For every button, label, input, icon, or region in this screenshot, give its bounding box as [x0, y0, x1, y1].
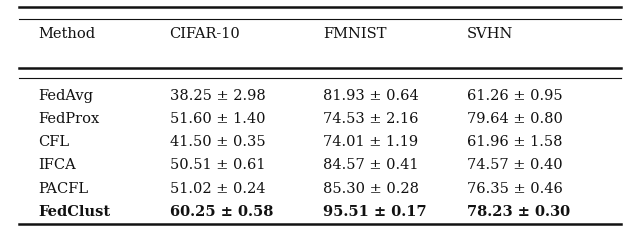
Text: SVHN: SVHN — [467, 27, 513, 41]
Text: IFCA: IFCA — [38, 158, 76, 172]
Text: 74.53 ± 2.16: 74.53 ± 2.16 — [323, 112, 419, 126]
Text: FedClust: FedClust — [38, 205, 111, 219]
Text: 60.25 ± 0.58: 60.25 ± 0.58 — [170, 205, 273, 219]
Text: 79.64 ± 0.80: 79.64 ± 0.80 — [467, 112, 563, 126]
Text: CIFAR-10: CIFAR-10 — [170, 27, 241, 41]
Text: 50.51 ± 0.61: 50.51 ± 0.61 — [170, 158, 265, 172]
Text: 74.57 ± 0.40: 74.57 ± 0.40 — [467, 158, 563, 172]
Text: FedProx: FedProx — [38, 112, 100, 126]
Text: 74.01 ± 1.19: 74.01 ± 1.19 — [323, 135, 419, 149]
Text: 84.57 ± 0.41: 84.57 ± 0.41 — [323, 158, 419, 172]
Text: 95.51 ± 0.17: 95.51 ± 0.17 — [323, 205, 427, 219]
Text: 51.60 ± 1.40: 51.60 ± 1.40 — [170, 112, 265, 126]
Text: 85.30 ± 0.28: 85.30 ± 0.28 — [323, 182, 419, 196]
Text: 78.23 ± 0.30: 78.23 ± 0.30 — [467, 205, 570, 219]
Text: 38.25 ± 2.98: 38.25 ± 2.98 — [170, 89, 266, 103]
Text: 61.26 ± 0.95: 61.26 ± 0.95 — [467, 89, 563, 103]
Text: 76.35 ± 0.46: 76.35 ± 0.46 — [467, 182, 563, 196]
Text: Method: Method — [38, 27, 95, 41]
Text: 81.93 ± 0.64: 81.93 ± 0.64 — [323, 89, 419, 103]
Text: 41.50 ± 0.35: 41.50 ± 0.35 — [170, 135, 265, 149]
Text: CFL: CFL — [38, 135, 70, 149]
Text: 51.02 ± 0.24: 51.02 ± 0.24 — [170, 182, 265, 196]
Text: 61.96 ± 1.58: 61.96 ± 1.58 — [467, 135, 563, 149]
Text: PACFL: PACFL — [38, 182, 88, 196]
Text: FedAvg: FedAvg — [38, 89, 93, 103]
Text: FMNIST: FMNIST — [323, 27, 387, 41]
